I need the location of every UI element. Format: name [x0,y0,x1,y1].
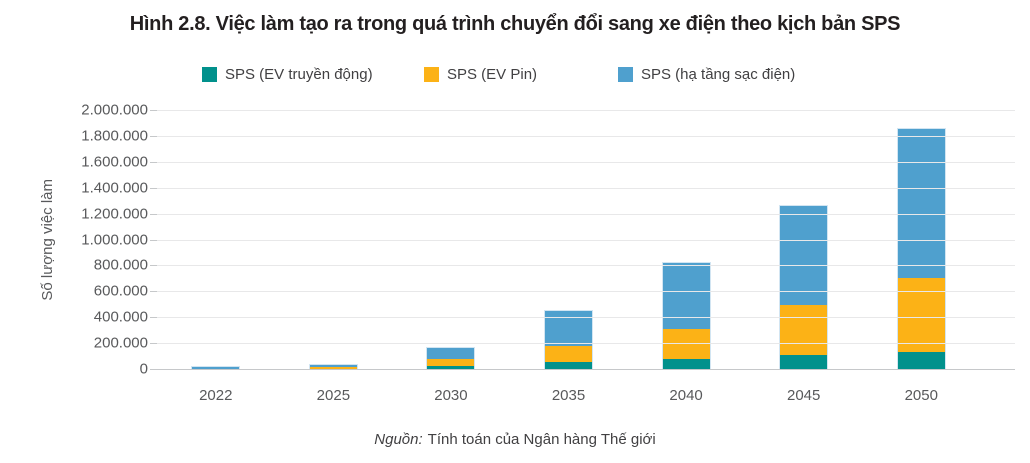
legend-swatch-orange-icon [424,67,439,82]
bar-segment [192,367,240,369]
gridline [157,213,1015,215]
x-tick-label: 2022 [199,387,233,404]
bar-stack-2040 [661,261,711,371]
bar-slot-2025 [275,110,393,370]
gridline [157,161,1015,163]
bar-segment [662,358,710,369]
bar-segment [897,352,945,369]
legend-swatch-teal-icon [202,67,217,82]
bar-segment [662,262,710,329]
y-tick-mark [150,369,157,370]
y-tick-mark [150,343,157,345]
x-tick-label: 2025 [316,387,351,404]
bar-slot-2035 [510,110,628,371]
gridline [157,291,1015,293]
bar-segment [545,361,593,369]
y-tick-label: 0 [139,360,148,378]
gridline [157,135,1015,137]
bar-stack-2050 [896,128,946,370]
x-tick-label: 2050 [904,387,938,404]
y-tick-label: 800.000 [93,256,148,274]
y-tick-label: 400.000 [93,308,148,326]
bar-stack-2035 [544,309,594,371]
bar-segment [780,205,828,305]
bar-segment [545,310,593,346]
bar-segment [427,348,475,360]
y-tick-mark [150,187,157,189]
bar-segment [427,365,475,369]
gridline [157,110,1015,111]
bar-segment [897,129,945,278]
bar-segment [309,367,357,369]
y-tick-label: 1.600.000 [81,153,148,171]
legend-label: SPS (EV Pin) [447,66,538,83]
bar-slot-2045 [745,110,863,371]
x-tick-label: 2035 [551,387,586,404]
bar-segment [309,365,357,368]
bar-segment [545,345,593,362]
legend-label: SPS (EV truyền động) [225,66,373,83]
y-tick-mark [150,265,157,267]
y-tick-label: 200.000 [93,334,148,352]
y-tick-mark [150,161,157,163]
y-tick-label: 2.000.000 [81,101,148,119]
bar-segment [427,359,475,366]
bar-stack-2045 [779,204,829,371]
x-tick-label: 2040 [669,387,703,404]
bar-slot-2022 [157,110,275,370]
y-tick-mark [150,291,157,293]
y-tick-mark [150,239,157,241]
chart-title: Hình 2.8. Việc làm tạo ra trong quá trìn… [129,13,901,35]
x-axis-labels: 2022 2025 2030 2035 2040 2045 2050 [157,387,980,404]
y-tick-label: 1.800.000 [81,127,148,145]
legend-swatch-blue-icon [618,67,633,82]
bar-segment [897,277,945,353]
y-tick-label: 600.000 [93,282,148,300]
gridline [157,265,1015,267]
chart-legend: SPS (EV truyền động) SPS (EV Pin) SPS (h… [0,66,1030,86]
y-tick-mark [150,135,157,137]
y-tick-label: 1.000.000 [81,231,148,248]
source-prefix: Nguồn: [374,431,423,448]
gridline [157,239,1015,241]
legend-label: SPS (hạ tầng sạc điện) [641,66,796,83]
y-tick-mark [150,110,157,111]
x-tick-label: 2030 [434,387,468,404]
gridline [157,317,1015,319]
legend-item-ha-tang-sac: SPS (hạ tầng sạc điện) [618,66,795,83]
gridline [157,343,1015,345]
y-tick-label: 1.400.000 [81,179,148,197]
bar-slot-2050 [862,110,980,370]
gridline [157,187,1015,189]
y-tick-label: 1.200.000 [81,205,148,223]
bars-row [157,110,980,371]
bar-stack-2025 [308,364,358,370]
y-axis-labels: 0 200.000 400.000 600.000 800.000 1.000.000 1.… [0,102,148,378]
source-note: Nguồn: Tính toán của Ngân hàng Thế giới [0,431,1030,448]
source-text: Tính toán của Ngân hàng Thế giới [427,431,656,448]
bar-segment [780,304,828,356]
y-tick-mark [150,317,157,319]
legend-item-ev-truyen-dong: SPS (EV truyền động) [202,66,373,83]
bar-segment [780,355,828,369]
bar-slot-2030 [392,110,510,370]
y-tick-mark [150,213,157,215]
bar-stack-2030 [426,347,476,370]
x-axis-line [157,369,1015,370]
x-tick-label: 2045 [786,387,821,404]
legend-item-ev-pin: SPS (EV Pin) [424,66,537,83]
plot-area [150,110,1015,371]
bar-stack-2022 [191,366,241,370]
